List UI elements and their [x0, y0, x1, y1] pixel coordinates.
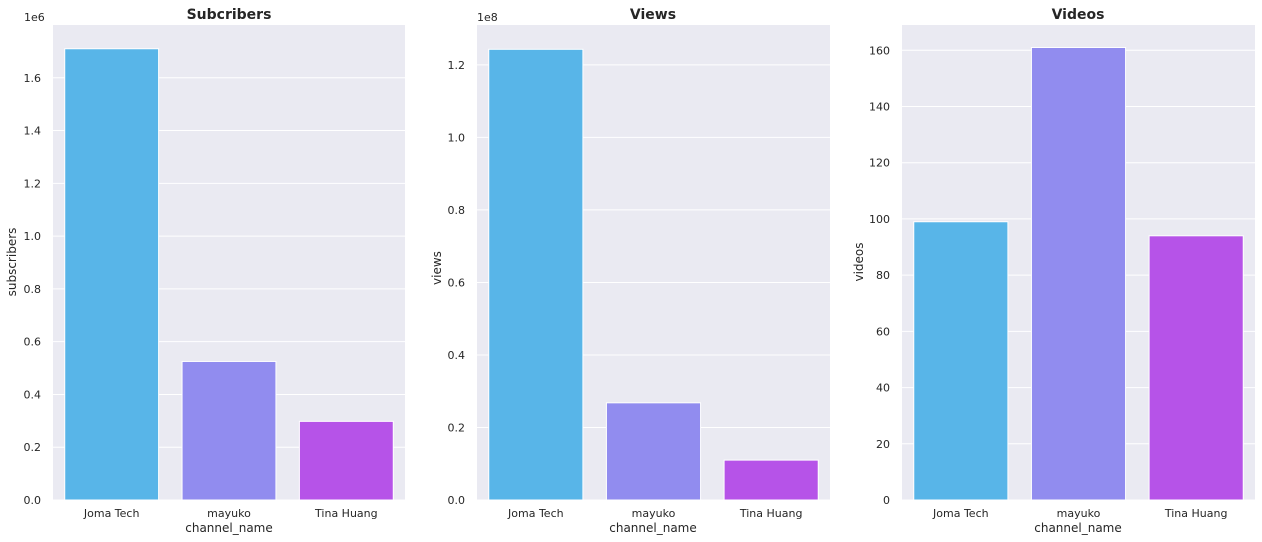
y-tick-label: 0.6 — [24, 336, 42, 349]
x-tick-label-mayuko: mayuko — [1057, 507, 1101, 520]
y-tick-label: 0.4 — [448, 349, 466, 362]
bar-joma-tech — [64, 48, 160, 501]
y-tick-label: 0.4 — [24, 388, 42, 401]
videos-chart: 0 20 40 60 80 100 120 140 160 Joma Tech mayuko Tin… — [852, 7, 1255, 535]
y-tick-label: 120 — [869, 157, 890, 170]
x-tick-label-mayuko: mayuko — [632, 507, 676, 520]
x-tick-label-joma-tech: Joma Tech — [83, 507, 140, 520]
y-tick-labels: 0.0 0.2 0.4 0.6 0.8 1.0 1.2 1.4 1.6 — [24, 72, 42, 507]
y-axis-label: subscribers — [5, 228, 19, 297]
views-chart: 0.0 0.2 0.4 0.6 0.8 1.0 1.2 Joma Tech mayuko Tin… — [430, 7, 830, 535]
y-offset-label: 1e6 — [24, 11, 45, 24]
bar-tina-huang — [1148, 235, 1244, 501]
bars — [488, 48, 819, 501]
y-tick-label: 40 — [876, 382, 890, 395]
chart-title: Videos — [1052, 7, 1105, 23]
bar-joma-tech — [913, 221, 1009, 501]
y-tick-label: 1.0 — [24, 230, 42, 243]
y-tick-label: 1.2 — [448, 59, 466, 72]
chart-title: Subcribers — [187, 7, 272, 23]
x-tick-label-joma-tech: Joma Tech — [932, 507, 989, 520]
y-tick-label: 20 — [876, 438, 890, 451]
y-tick-label: 0.6 — [448, 276, 466, 289]
x-axis-label: channel_name — [609, 521, 697, 535]
bar-mayuko — [605, 402, 702, 501]
bars — [913, 46, 1244, 501]
bars — [64, 48, 394, 501]
y-tick-labels: 0 20 40 60 80 100 120 140 160 — [869, 44, 890, 507]
chart-title: Views — [630, 7, 676, 23]
x-tick-labels: Joma Tech mayuko Tina Huang — [507, 507, 802, 520]
y-tick-label: 0 — [883, 494, 890, 507]
y-tick-labels: 0.0 0.2 0.4 0.6 0.8 1.0 1.2 — [448, 59, 466, 507]
y-tick-label: 1.4 — [24, 125, 42, 138]
y-tick-label: 160 — [869, 44, 890, 57]
y-tick-label: 140 — [869, 101, 890, 114]
x-tick-label-tina-huang: Tina Huang — [314, 507, 378, 520]
x-axis-label: channel_name — [1034, 521, 1122, 535]
y-axis-label: views — [430, 251, 444, 285]
x-tick-labels: Joma Tech mayuko Tina Huang — [932, 507, 1227, 520]
y-tick-label: 0.0 — [24, 494, 42, 507]
y-tick-label: 1.6 — [24, 72, 42, 85]
bar-mayuko — [181, 360, 277, 501]
y-tick-label: 1.0 — [448, 131, 466, 144]
y-tick-label: 0.8 — [24, 283, 42, 296]
y-tick-label: 0.0 — [448, 494, 466, 507]
bar-tina-huang — [723, 459, 819, 501]
x-axis-label: channel_name — [185, 521, 273, 535]
subscribers-chart: 0.0 0.2 0.4 0.6 0.8 1.0 1.2 1.4 1.6 Joma Tech may… — [5, 7, 405, 535]
y-tick-label: 100 — [869, 213, 890, 226]
y-tick-label: 0.2 — [24, 441, 42, 454]
y-tick-label: 1.2 — [24, 177, 42, 190]
x-tick-label-mayuko: mayuko — [207, 507, 251, 520]
bar-tina-huang — [298, 420, 394, 501]
x-tick-label-tina-huang: Tina Huang — [739, 507, 803, 520]
y-tick-label: 60 — [876, 325, 890, 338]
y-tick-label: 0.2 — [448, 421, 466, 434]
x-tick-label-tina-huang: Tina Huang — [1164, 507, 1228, 520]
bar-mayuko — [1030, 46, 1127, 501]
y-axis-label: videos — [852, 242, 866, 281]
y-offset-label: 1e8 — [477, 11, 498, 24]
bar-joma-tech — [488, 48, 584, 501]
x-tick-labels: Joma Tech mayuko Tina Huang — [83, 507, 378, 520]
y-tick-label: 0.8 — [448, 204, 466, 217]
x-tick-label-joma-tech: Joma Tech — [507, 507, 564, 520]
y-tick-label: 80 — [876, 269, 890, 282]
